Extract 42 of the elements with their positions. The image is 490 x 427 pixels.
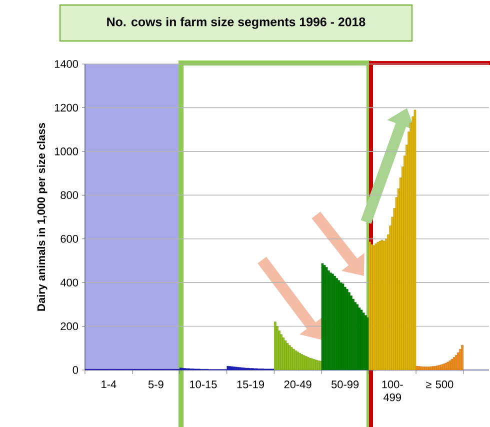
bar <box>323 264 326 370</box>
bar <box>366 317 369 370</box>
bar <box>414 110 416 370</box>
bar <box>226 366 230 370</box>
bar <box>454 355 458 370</box>
y-axis-title: Dairy animals in 1,000 per size class <box>37 123 48 311</box>
bar <box>317 360 320 370</box>
bar <box>450 358 454 370</box>
y-tick-label: 1400 <box>54 60 78 68</box>
y-tick-label: 1000 <box>54 148 78 156</box>
bar <box>448 360 452 370</box>
bar <box>459 349 462 370</box>
chart-title: No. cows in farm size segments 1996 - 2018 <box>107 17 366 29</box>
bar <box>440 364 443 370</box>
bar <box>364 315 367 370</box>
y-tick-label: 0 <box>72 366 78 374</box>
bar <box>319 360 322 370</box>
bar <box>321 263 324 370</box>
x-tick-label: 20-49 <box>284 380 312 388</box>
bar <box>442 364 445 370</box>
y-tick-label: 600 <box>60 234 78 243</box>
x-tick-label: 5-9 <box>148 380 164 388</box>
y-tick-label: 1200 <box>54 104 78 112</box>
x-tick-label: 15-19 <box>237 380 264 388</box>
bar <box>438 365 441 370</box>
bar <box>461 344 464 370</box>
bar <box>416 366 418 370</box>
bar <box>424 366 426 370</box>
x-tick-label: 50-99 <box>332 380 359 388</box>
bar <box>444 362 447 370</box>
x-tick-label: ≥ 500 <box>426 380 454 388</box>
x-tick-label: 1-4 <box>102 380 116 388</box>
bar <box>274 322 276 370</box>
y-tick-label: 800 <box>60 191 78 200</box>
bar <box>426 366 428 370</box>
y-tick-label: 200 <box>60 322 78 330</box>
x-tick-label: 10-15 <box>190 380 217 388</box>
y-tick-label: 400 <box>60 278 78 286</box>
bar <box>228 366 232 370</box>
bar <box>418 366 420 370</box>
x-tick-label: 100-499 <box>382 380 403 402</box>
bar <box>446 362 450 370</box>
